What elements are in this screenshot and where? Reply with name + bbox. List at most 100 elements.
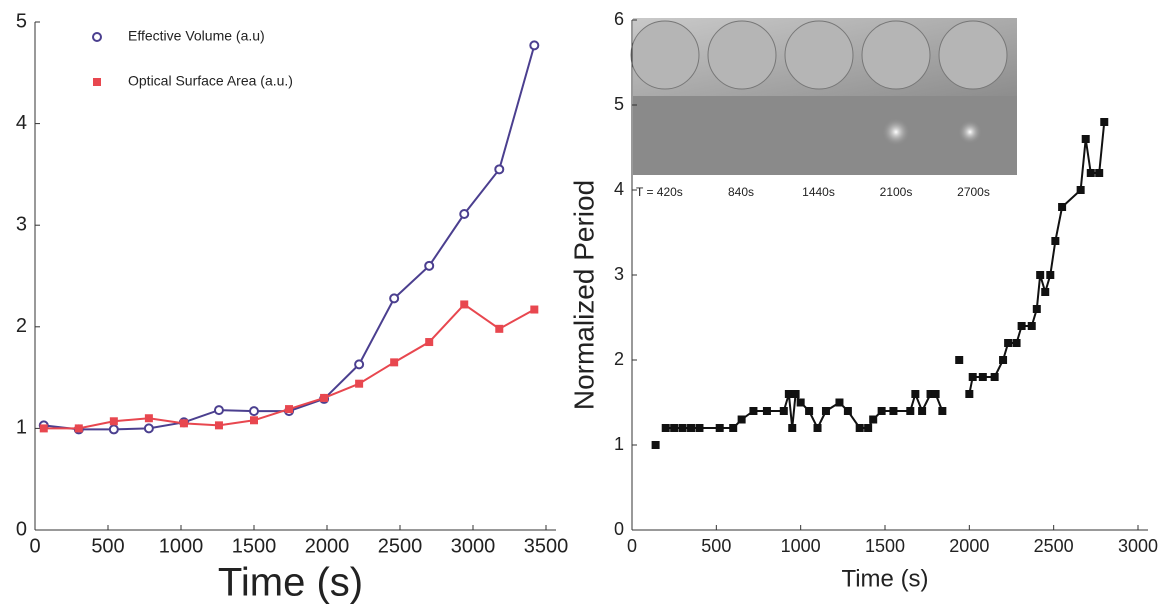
y-tick-label: 3 xyxy=(16,213,27,235)
point xyxy=(978,373,987,381)
y-tick-label: 5 xyxy=(614,94,624,114)
y-tick-label: 5 xyxy=(16,10,27,32)
point xyxy=(74,424,83,433)
fluorescence-strip xyxy=(633,96,1017,175)
point xyxy=(213,405,224,416)
point xyxy=(999,356,1008,364)
cell xyxy=(707,20,777,90)
point xyxy=(889,407,898,415)
point xyxy=(864,424,873,432)
x-tick-label: 1000 xyxy=(781,536,821,556)
point xyxy=(214,421,223,430)
point xyxy=(661,424,670,432)
point xyxy=(813,424,822,432)
point xyxy=(926,390,935,398)
point xyxy=(250,416,258,425)
image-label: T = 420s xyxy=(636,185,683,199)
point xyxy=(779,407,788,415)
image-label: 1440s xyxy=(802,185,835,199)
cell xyxy=(784,20,854,90)
point xyxy=(354,359,365,370)
point xyxy=(1076,186,1085,194)
x-tick-label: 1500 xyxy=(232,535,277,557)
point xyxy=(788,424,797,432)
point xyxy=(737,415,746,424)
point xyxy=(796,398,805,407)
point xyxy=(1004,339,1013,347)
point xyxy=(869,415,878,424)
point xyxy=(990,373,999,381)
point xyxy=(938,407,947,415)
point xyxy=(791,390,800,398)
point xyxy=(911,390,920,398)
image-label: 2100s xyxy=(880,185,913,199)
y-tick-label: 3 xyxy=(614,264,624,284)
point xyxy=(855,424,864,432)
series-line xyxy=(43,45,536,431)
point xyxy=(495,324,504,333)
point xyxy=(729,424,738,432)
point xyxy=(695,424,704,432)
x-tick-label: 3000 xyxy=(451,535,496,557)
point xyxy=(906,407,915,415)
image-label: 2700s xyxy=(957,185,990,199)
x-axis-label: Time (s) xyxy=(218,561,363,605)
x-tick-label: 2500 xyxy=(1034,536,1074,556)
point xyxy=(109,417,118,426)
point xyxy=(835,398,844,407)
y-tick-label: 4 xyxy=(16,112,27,134)
point xyxy=(931,390,940,398)
x-tick-label: 500 xyxy=(91,535,124,557)
y-tick-label: 1 xyxy=(16,417,27,439)
point xyxy=(285,405,294,414)
point xyxy=(355,379,364,388)
x-tick-label: 3500 xyxy=(524,535,569,557)
point xyxy=(459,209,470,220)
point xyxy=(390,358,399,367)
point xyxy=(762,407,771,415)
x-tick-label: 0 xyxy=(627,536,637,556)
point xyxy=(143,423,154,434)
glow xyxy=(882,118,910,146)
point xyxy=(494,164,505,175)
x-tick-label: 1000 xyxy=(159,535,204,557)
x-tick-label: 0 xyxy=(29,535,40,557)
point xyxy=(320,393,329,402)
point xyxy=(1012,339,1021,347)
x-tick-label: 2000 xyxy=(305,535,350,557)
point xyxy=(965,390,974,398)
point xyxy=(1027,322,1036,330)
point xyxy=(529,40,540,51)
point xyxy=(1100,118,1109,126)
cell xyxy=(938,20,1008,90)
point xyxy=(249,406,259,417)
point xyxy=(1051,237,1060,245)
point xyxy=(784,390,793,398)
point xyxy=(1095,169,1104,177)
point xyxy=(821,407,830,415)
point xyxy=(108,424,119,435)
point xyxy=(805,407,814,415)
point xyxy=(687,424,696,432)
point xyxy=(678,424,687,432)
x-tick-label: 1500 xyxy=(865,536,905,556)
point xyxy=(715,424,724,432)
point xyxy=(1032,305,1041,313)
cell xyxy=(630,20,700,90)
y-tick-label: 4 xyxy=(614,179,624,199)
x-tick-label: 2000 xyxy=(949,536,989,556)
point xyxy=(955,356,964,364)
y-tick-label: 1 xyxy=(614,434,624,454)
point xyxy=(530,305,539,314)
point xyxy=(389,293,400,304)
point xyxy=(1036,271,1045,279)
point xyxy=(1046,271,1055,279)
point xyxy=(918,407,927,415)
x-tick-label: 500 xyxy=(701,536,731,556)
x-tick-label: 2500 xyxy=(378,535,423,557)
point xyxy=(651,441,660,449)
legend-marker xyxy=(92,32,102,42)
point xyxy=(179,419,188,428)
point xyxy=(1081,135,1090,143)
